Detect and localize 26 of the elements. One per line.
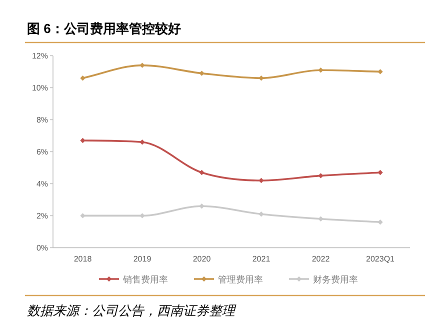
legend-label: 管理费用率	[218, 274, 263, 284]
point	[80, 76, 86, 81]
legend-label: 财务费用率	[313, 274, 358, 284]
y-tick-label: 6%	[36, 148, 48, 157]
y-tick-label: 10%	[32, 84, 48, 93]
point	[199, 170, 204, 176]
x-tick-label: 2020	[192, 254, 212, 264]
y-tick-label: 8%	[36, 116, 48, 125]
y-tick-label: 2%	[36, 212, 48, 221]
y-tick-label: 12%	[32, 52, 48, 61]
source-note: 数据来源：公司公告，西南证券整理	[27, 303, 237, 318]
point	[80, 138, 86, 144]
point	[140, 140, 145, 145]
x-tick-label: 2021	[252, 254, 271, 264]
legend-label: 销售费用率	[122, 274, 168, 284]
y-tick-label: 4%	[36, 180, 48, 189]
y-tick-label: 0%	[36, 244, 48, 253]
point	[378, 220, 383, 225]
point	[258, 178, 264, 184]
x-tick-label: 2023Q1	[366, 254, 396, 264]
x-tick-label: 2018	[74, 254, 92, 264]
point	[318, 68, 324, 73]
chart-title: 图 6：公司费用率管控较好	[27, 21, 181, 36]
point	[378, 170, 383, 176]
x-tick-label: 2022	[312, 254, 330, 264]
x-tick-label: 2019	[133, 254, 152, 264]
